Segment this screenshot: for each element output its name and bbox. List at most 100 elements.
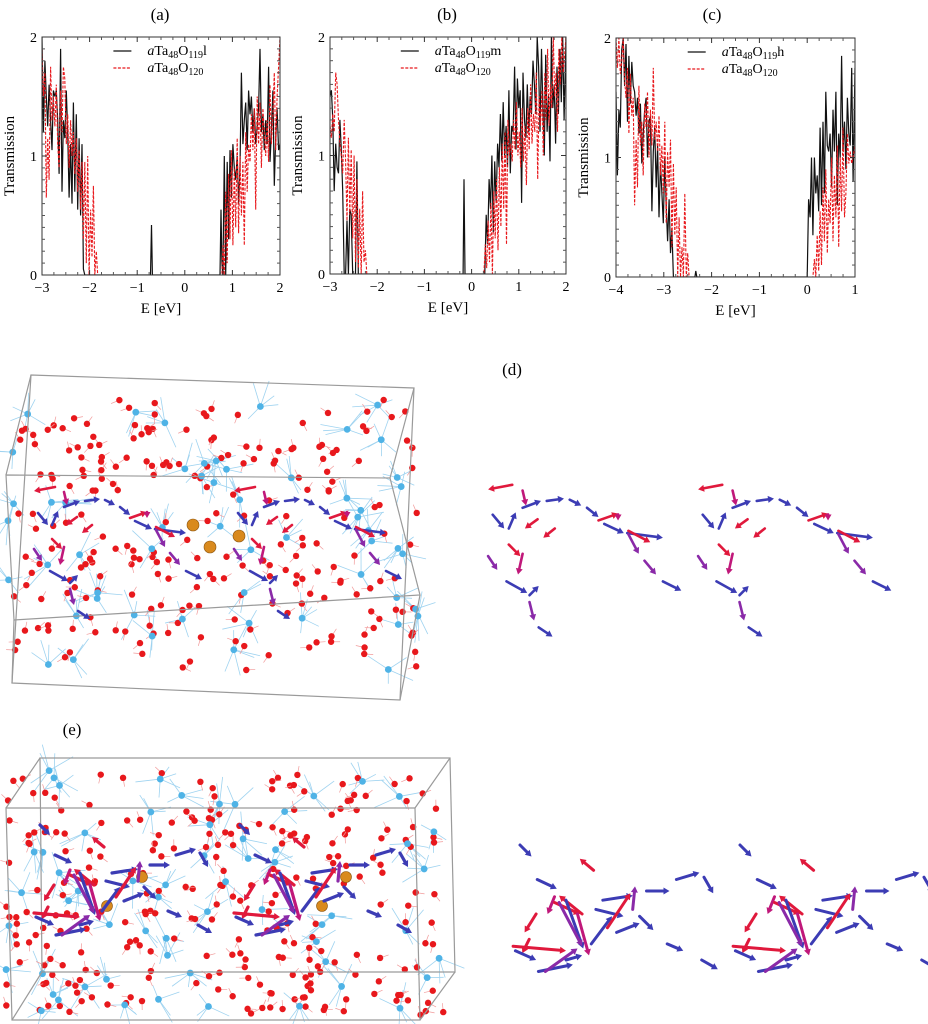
tantalum-atom (76, 551, 83, 559)
current-arrow-shaft (696, 554, 706, 567)
oxygen-atom (188, 814, 196, 821)
current-arrow-head (531, 586, 539, 593)
current-arrow-shaft (322, 893, 341, 903)
bond (109, 903, 119, 925)
oxygen-atom (131, 421, 139, 429)
bond (399, 1007, 416, 1024)
current-arrow-shaft (802, 861, 816, 872)
current-arrow-shaft (262, 490, 267, 501)
oxygen-atom (290, 781, 298, 789)
y-tick-label: 2 (30, 31, 37, 46)
bond (288, 455, 292, 478)
oxygen-atom (275, 953, 283, 961)
oxygen-atom (97, 771, 104, 778)
oxygen-atom (191, 915, 199, 923)
bond (362, 779, 385, 782)
oxygen-atom (13, 914, 20, 921)
oxygen-atom (243, 666, 250, 674)
current-arrow-shaft (303, 498, 311, 504)
tantalum-atom (236, 496, 244, 504)
bond (123, 589, 135, 616)
oxygen-atom (179, 664, 186, 671)
current-arrow-head (520, 586, 528, 594)
current-arrow-shaft (118, 505, 127, 513)
series-line-reference (330, 36, 566, 274)
cell-edge (414, 757, 451, 809)
current-arrow-head (790, 948, 798, 955)
current-arrow-shaft (68, 577, 76, 585)
current-arrow-shaft (168, 551, 178, 562)
oxygen-atom (145, 428, 152, 436)
current-arrow-shaft (100, 890, 119, 913)
bond (59, 869, 86, 874)
oxygen-atom (431, 890, 438, 898)
bond (213, 482, 236, 491)
current-arrow-head (373, 558, 380, 565)
current-arrow-head (287, 919, 294, 927)
current-arrow-shaft (78, 871, 95, 911)
current-arrow-shaft (795, 506, 806, 515)
current-arrow-shaft (814, 907, 840, 917)
oxygen-atom (147, 948, 154, 955)
bond (341, 964, 353, 987)
oxygen-atom (288, 445, 295, 453)
bond (222, 622, 250, 630)
current-arrow-shaft (486, 554, 496, 567)
tantalum-atom (161, 419, 169, 427)
tantalum-atom (45, 767, 53, 775)
oxygen-atom (324, 409, 332, 417)
current-arrow-head (69, 598, 76, 605)
oxygen-atom (326, 853, 333, 861)
oxygen-atom (92, 629, 99, 636)
bond (378, 486, 402, 492)
current-arrow-shaft (50, 515, 57, 527)
oxygen-atom (14, 638, 21, 645)
current-arrow-head (534, 499, 541, 507)
current-arrow-head (656, 533, 663, 541)
bond (355, 393, 378, 406)
tantalum-atom (181, 465, 189, 473)
current-arrow-shaft (304, 879, 326, 888)
bond (233, 649, 241, 676)
current-arrow-head (123, 508, 130, 515)
oxygen-atom (316, 443, 323, 450)
current-arrow-head (395, 573, 402, 580)
current-arrow-head (61, 575, 68, 582)
current-arrow-head (379, 528, 386, 536)
tantalum-atom (394, 545, 402, 552)
bond (366, 404, 378, 423)
current-arrow-shaft (528, 517, 539, 527)
current-arrow-shaft (543, 950, 575, 973)
oxygen-atom (125, 404, 133, 411)
current-arrow-shaft (731, 501, 747, 510)
current-arrow-shaft (248, 569, 265, 580)
current-arrow-shaft (374, 849, 392, 857)
tantalum-atom (148, 545, 156, 553)
oxygen-atom (413, 509, 420, 517)
current-arrow-shaft (894, 872, 916, 881)
current-arrow-head (234, 486, 241, 494)
current-arrow-head (842, 546, 850, 554)
current-arrow-shaft (763, 950, 795, 973)
oxygen-atom (163, 459, 170, 466)
oxygen-atom (265, 908, 272, 915)
bond (21, 872, 31, 893)
bond (48, 756, 74, 771)
bond (261, 908, 288, 910)
current-arrow-shaft (245, 883, 256, 898)
current-arrow-head (524, 522, 532, 529)
oxygen-atom (377, 577, 384, 585)
current-arrow-shaft (731, 944, 782, 952)
current-arrow-head (337, 891, 344, 899)
oxygen-atom (124, 943, 131, 951)
oxygen-atom (265, 652, 272, 659)
current-arrow-shaft (250, 515, 257, 527)
bond (145, 884, 166, 903)
bond (58, 872, 79, 886)
oxygen-atom (151, 910, 159, 917)
oxygen-atom (361, 650, 368, 658)
current-arrow-head (129, 867, 136, 874)
oxygen-atom (313, 540, 320, 547)
current-arrow-head (753, 531, 761, 538)
current-arrow-head (614, 514, 622, 521)
